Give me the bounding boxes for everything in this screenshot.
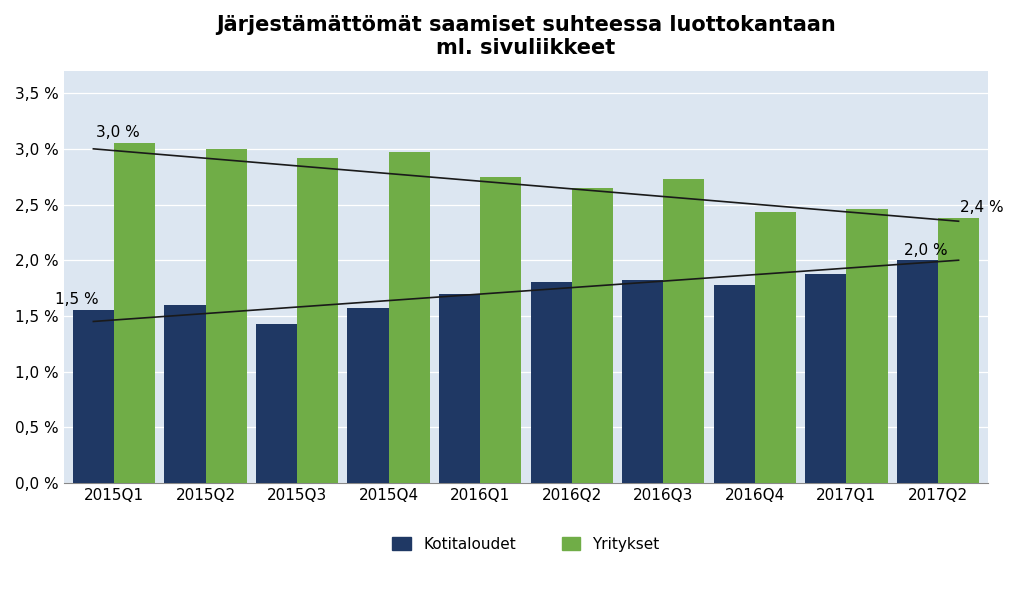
Bar xyxy=(622,280,663,483)
Bar xyxy=(805,274,846,483)
Text: 2,4 %: 2,4 % xyxy=(961,200,1004,216)
Bar xyxy=(206,149,247,483)
Bar xyxy=(114,144,155,483)
Text: 3,0 %: 3,0 % xyxy=(96,124,140,140)
Bar xyxy=(714,285,755,483)
Bar xyxy=(572,188,613,483)
Bar xyxy=(755,213,796,483)
Bar xyxy=(897,260,938,483)
Bar xyxy=(480,177,522,483)
Bar xyxy=(165,305,206,483)
Text: 1,5 %: 1,5 % xyxy=(55,291,98,307)
Bar xyxy=(389,152,430,483)
Title: Järjestämättömät saamiset suhteessa luottokantaan
ml. sivuliikkeet: Järjestämättömät saamiset suhteessa luot… xyxy=(216,15,836,58)
Bar xyxy=(73,310,114,483)
Text: 2,0 %: 2,0 % xyxy=(903,243,947,257)
Bar xyxy=(439,294,480,483)
Legend: Kotitaloudet, Yritykset: Kotitaloudet, Yritykset xyxy=(387,530,666,557)
Bar xyxy=(297,158,339,483)
Bar xyxy=(663,179,705,483)
Bar xyxy=(348,308,389,483)
Bar xyxy=(256,323,297,483)
Bar xyxy=(846,209,888,483)
Bar xyxy=(531,283,572,483)
Bar xyxy=(938,218,979,483)
